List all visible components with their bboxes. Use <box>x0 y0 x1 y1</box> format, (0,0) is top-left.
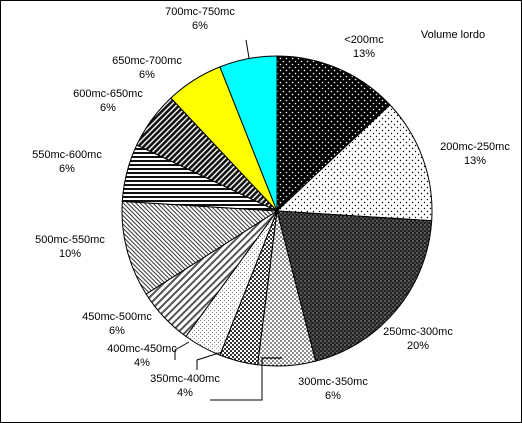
slice-label-4: 300mc-350mc 6% <box>298 376 368 402</box>
slice-label-5: 350mc-400mc 4% <box>150 373 220 399</box>
pie-slice-3 <box>276 210 433 362</box>
pie-slice-8 <box>121 200 279 295</box>
slice-label-12: 700mc-750mc 6% <box>165 6 235 32</box>
slice-label-7: 450mc-500mc 6% <box>82 311 152 337</box>
leader-lines <box>174 39 282 401</box>
slice-label-8: 500mc-550mc 10% <box>35 234 105 260</box>
pie-slice-1 <box>276 55 391 213</box>
slice-label-11: 650mc-700mc 6% <box>112 55 182 81</box>
slice-label-9: 550mc-600mc 6% <box>32 149 102 175</box>
pie-slice-2 <box>275 104 433 222</box>
slice-label-1: <200mc 13% <box>344 34 384 60</box>
leader-line-4 <box>210 357 282 401</box>
chart-title: Volume lordo <box>421 29 485 41</box>
pie-slice-12 <box>219 55 278 212</box>
leader-line-12 <box>245 39 250 59</box>
leader-line-5 <box>196 351 223 370</box>
slice-label-6: 400mc-450mc 4% <box>107 343 177 369</box>
slice-label-2: 200mc-250mc 13% <box>440 141 510 167</box>
pie-slices <box>121 55 433 367</box>
slice-labels: <200mc 13% 200mc-250mc 13% 250mc-300mc 20% 300… <box>32 6 510 402</box>
slice-label-10: 600mc-650mc 6% <box>73 88 143 114</box>
leader-line-6 <box>174 341 190 360</box>
slice-label-3: 250mc-300mc 20% <box>383 326 453 352</box>
